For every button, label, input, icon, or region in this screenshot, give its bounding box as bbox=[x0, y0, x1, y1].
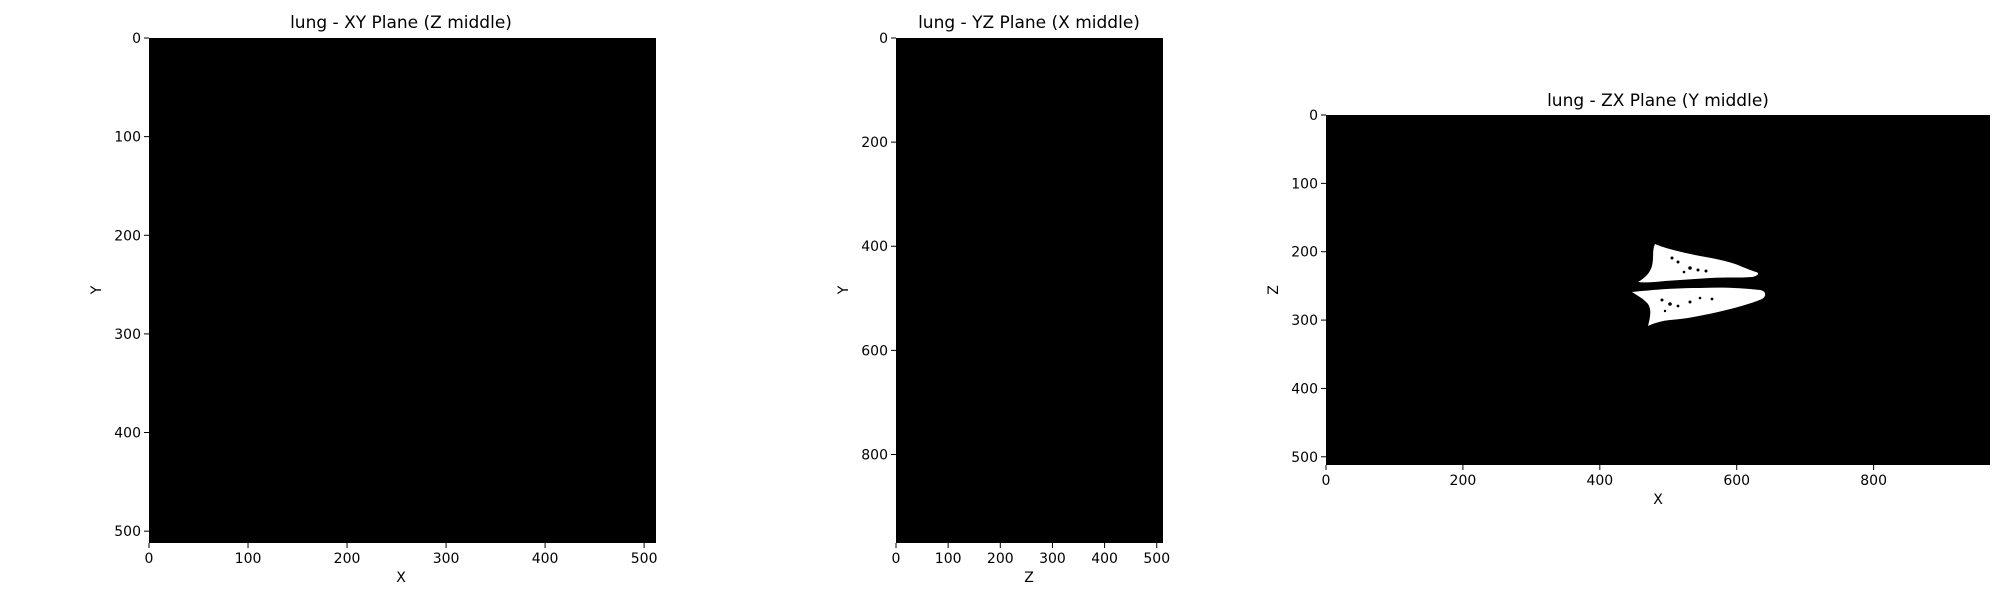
panel-yz-yticks: 0 200 400 600 800 bbox=[861, 31, 896, 463]
y-tick-label: 500 bbox=[114, 524, 141, 540]
panel-xy: lung - XY Plane (Z middle) 0 100 200 300 400… bbox=[89, 13, 657, 586]
panel-xy-image bbox=[149, 38, 656, 543]
lung-mask-voids bbox=[1660, 256, 1714, 313]
x-tick-label: 800 bbox=[1860, 473, 1887, 489]
y-tick-label: 200 bbox=[1291, 245, 1318, 261]
x-tick-label: 200 bbox=[1450, 473, 1477, 489]
panel-yz-title: lung - YZ Plane (X middle) bbox=[918, 13, 1140, 33]
lung-mask-lower bbox=[1632, 287, 1766, 326]
panel-yz-xlabel: Z bbox=[1024, 570, 1034, 586]
y-tick-label: 600 bbox=[861, 343, 888, 359]
x-tick-label: 200 bbox=[334, 551, 361, 567]
x-tick-label: 400 bbox=[1586, 473, 1613, 489]
x-tick-label: 100 bbox=[235, 551, 262, 567]
y-tick-label: 0 bbox=[132, 31, 141, 47]
x-tick-label: 0 bbox=[892, 551, 901, 567]
panel-zx-title: lung - ZX Plane (Y middle) bbox=[1547, 91, 1769, 111]
x-tick-label: 300 bbox=[433, 551, 460, 567]
panel-zx-ylabel: Z bbox=[1266, 285, 1282, 295]
x-tick-label: 100 bbox=[935, 551, 962, 567]
x-tick-label: 400 bbox=[532, 551, 559, 567]
panel-zx: lung - ZX Plane (Y middle) 0 200 400 600 800… bbox=[1266, 91, 1990, 508]
y-tick-label: 400 bbox=[1291, 381, 1318, 397]
x-tick-label: 200 bbox=[987, 551, 1014, 567]
y-tick-label: 0 bbox=[879, 31, 888, 47]
panel-yz: lung - YZ Plane (X middle) 0 100 200 300 400… bbox=[836, 13, 1170, 586]
panel-yz-xticks: 0 100 200 300 400 500 bbox=[892, 543, 1170, 567]
panel-zx-xlabel: X bbox=[1653, 492, 1663, 508]
panel-xy-xticks: 0 100 200 300 400 500 bbox=[145, 543, 658, 567]
y-tick-label: 100 bbox=[114, 130, 141, 146]
panel-yz-image bbox=[896, 38, 1163, 543]
y-tick-label: 800 bbox=[861, 447, 888, 463]
x-tick-label: 0 bbox=[145, 551, 154, 567]
y-tick-label: 300 bbox=[1291, 313, 1318, 329]
x-tick-label: 400 bbox=[1091, 551, 1118, 567]
x-tick-label: 500 bbox=[631, 551, 658, 567]
panel-xy-xlabel: X bbox=[396, 570, 406, 586]
x-tick-label: 600 bbox=[1723, 473, 1750, 489]
panel-xy-yticks: 0 100 200 300 400 500 bbox=[114, 31, 149, 540]
y-tick-label: 0 bbox=[1309, 108, 1318, 124]
y-tick-label: 500 bbox=[1291, 450, 1318, 466]
x-tick-label: 500 bbox=[1143, 551, 1170, 567]
x-tick-label: 300 bbox=[1039, 551, 1066, 567]
panel-xy-title: lung - XY Plane (Z middle) bbox=[290, 13, 512, 33]
y-tick-label: 400 bbox=[861, 239, 888, 255]
lung-mask bbox=[1632, 244, 1766, 326]
panel-yz-ylabel: Y bbox=[836, 285, 852, 295]
panel-zx-xticks: 0 200 400 600 800 bbox=[1322, 465, 1887, 489]
panel-zx-yticks: 0 100 200 300 400 500 bbox=[1291, 108, 1326, 466]
y-tick-label: 400 bbox=[114, 426, 141, 442]
lung-mask-upper bbox=[1638, 244, 1759, 283]
y-tick-label: 200 bbox=[114, 228, 141, 244]
y-tick-label: 200 bbox=[861, 135, 888, 151]
y-tick-label: 300 bbox=[114, 327, 141, 343]
x-tick-label: 0 bbox=[1322, 473, 1331, 489]
y-tick-label: 100 bbox=[1291, 176, 1318, 192]
panel-xy-ylabel: Y bbox=[89, 285, 105, 295]
